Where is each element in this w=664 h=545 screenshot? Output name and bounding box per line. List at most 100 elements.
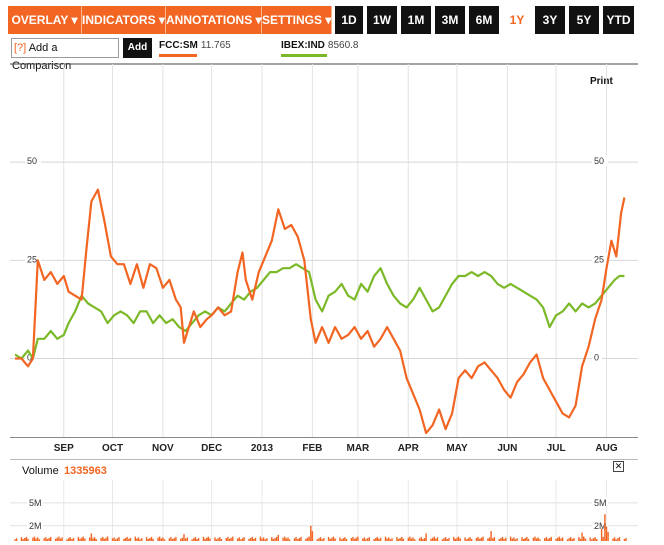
volume-bar bbox=[103, 538, 106, 541]
volume-bar bbox=[607, 531, 609, 541]
range-3y-button[interactable]: 3Y bbox=[535, 6, 565, 34]
x-tick-label: 2013 bbox=[251, 443, 274, 454]
volume-bar bbox=[444, 537, 447, 541]
volume-bar bbox=[285, 538, 288, 541]
volume-bar bbox=[539, 539, 541, 541]
volume-bar bbox=[342, 538, 344, 541]
legend-swatch-fcc bbox=[159, 54, 197, 57]
volume-bar bbox=[183, 534, 185, 541]
volume-y-tick-left: 2M bbox=[29, 521, 42, 531]
legend-swatch-ibex bbox=[281, 54, 327, 57]
range-1w-button[interactable]: 1W bbox=[367, 6, 397, 34]
volume-bar bbox=[375, 538, 377, 541]
annotations-menu[interactable]: ANNOTATIONS ▾ bbox=[166, 6, 262, 34]
y-tick-label-right: 25 bbox=[594, 254, 604, 264]
indicators-menu[interactable]: INDICATORS ▾ bbox=[82, 6, 166, 34]
volume-bar bbox=[251, 536, 253, 541]
volume-bar bbox=[505, 537, 507, 541]
volume-bar bbox=[469, 537, 471, 541]
volume-bar bbox=[334, 538, 336, 541]
y-tick-backdrop bbox=[25, 155, 41, 167]
volume-bar bbox=[100, 538, 102, 541]
legend-value: 8560.8 bbox=[327, 40, 359, 51]
volume-bar bbox=[116, 538, 119, 541]
legend-entry-ibex: IBEX:IND 8560.8 bbox=[281, 40, 359, 57]
volume-bar bbox=[95, 539, 97, 541]
volume-bar bbox=[396, 537, 398, 541]
volume-bar bbox=[124, 538, 127, 541]
volume-bar bbox=[79, 538, 81, 541]
volume-bar bbox=[579, 538, 582, 541]
volume-bar bbox=[262, 537, 265, 541]
volume-bar bbox=[284, 536, 286, 541]
volume-bar bbox=[399, 538, 401, 541]
range-ytd-button[interactable]: YTD bbox=[603, 6, 634, 34]
print-link[interactable]: Print bbox=[590, 76, 613, 87]
volume-bar bbox=[409, 536, 411, 541]
volume-bar bbox=[376, 536, 379, 541]
volume-bar bbox=[422, 539, 424, 541]
volume-bar bbox=[605, 526, 608, 541]
volume-bar bbox=[228, 538, 231, 541]
volume-tick-backdrop bbox=[592, 519, 608, 530]
range-3m-button[interactable]: 3M bbox=[435, 6, 465, 34]
volume-bar bbox=[561, 537, 564, 541]
volume-bar bbox=[527, 538, 530, 541]
range-1d-button[interactable]: 1D bbox=[335, 6, 363, 34]
volume-bar bbox=[197, 538, 200, 541]
help-icon[interactable]: [?] bbox=[14, 42, 27, 54]
close-volume-icon[interactable]: ✕ bbox=[613, 461, 624, 472]
volume-bar bbox=[479, 538, 481, 541]
volume-bar bbox=[475, 538, 478, 541]
volume-bar bbox=[72, 538, 75, 541]
volume-bar bbox=[162, 537, 164, 541]
volume-bar bbox=[275, 536, 278, 541]
overlay-menu[interactable]: OVERLAY ▾ bbox=[8, 6, 82, 34]
volume-bar bbox=[58, 536, 60, 541]
range-6m-button[interactable]: 6M bbox=[469, 6, 499, 34]
volume-bar bbox=[420, 537, 422, 541]
volume-bar bbox=[106, 536, 109, 541]
volume-bar bbox=[54, 538, 57, 541]
volume-bar bbox=[316, 539, 318, 541]
volume-bar bbox=[509, 536, 512, 541]
range-5y-button[interactable]: 5Y bbox=[569, 6, 599, 34]
volume-bar bbox=[80, 537, 83, 541]
price-series bbox=[14, 188, 626, 435]
volume-bar bbox=[261, 538, 263, 541]
y-tick-label-left: 50 bbox=[27, 156, 37, 166]
volume-bar bbox=[570, 537, 572, 541]
range-1y-button[interactable]: 1Y bbox=[503, 6, 531, 34]
range-1m-button[interactable]: 1M bbox=[401, 6, 431, 34]
volume-bar bbox=[589, 537, 591, 541]
volume-bar bbox=[209, 538, 211, 541]
volume-bar bbox=[105, 537, 107, 541]
volume-bar bbox=[557, 537, 559, 541]
series-line-fcc bbox=[15, 188, 626, 435]
volume-bar bbox=[206, 537, 208, 541]
volume-bar bbox=[604, 514, 606, 541]
volume-bar bbox=[93, 537, 96, 541]
volume-bar bbox=[441, 539, 444, 541]
volume-bar bbox=[157, 537, 159, 541]
x-tick-label: APR bbox=[398, 443, 420, 454]
volume-bar bbox=[67, 538, 70, 541]
volume-bar bbox=[480, 537, 483, 541]
volume-bar bbox=[488, 537, 491, 541]
add-comparison-button[interactable]: Add bbox=[123, 38, 152, 58]
volume-bar bbox=[139, 539, 141, 541]
volume-bar bbox=[71, 539, 73, 541]
volume-bar bbox=[59, 538, 62, 541]
volume-bar bbox=[329, 538, 331, 541]
comparison-input[interactable]: [?] Add a Comparison bbox=[11, 38, 119, 72]
volume-bar bbox=[355, 537, 357, 541]
volume-bar bbox=[147, 539, 149, 541]
volume-bar bbox=[243, 537, 245, 541]
volume-bar bbox=[35, 538, 37, 541]
settings-menu[interactable]: SETTINGS ▾ bbox=[262, 6, 332, 34]
volume-bar bbox=[84, 538, 86, 541]
volume-bar bbox=[113, 537, 115, 541]
volume-bar bbox=[298, 538, 301, 541]
volume-bar bbox=[443, 538, 445, 541]
